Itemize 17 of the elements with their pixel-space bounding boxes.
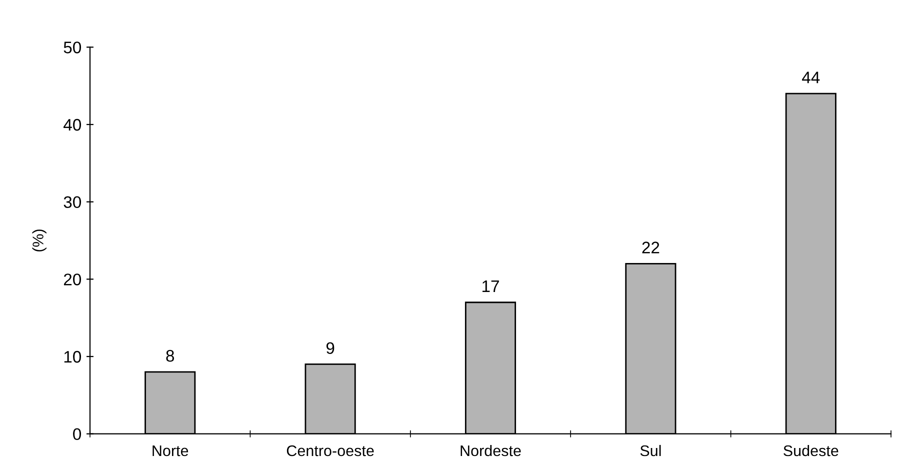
data-label: 17 <box>482 280 499 292</box>
data-label: 22 <box>642 242 660 254</box>
x-tick-label: Sudeste <box>784 444 838 456</box>
x-tick-label: Norte <box>152 446 188 456</box>
y-tick-label: 10 <box>64 350 82 363</box>
data-label: 44 <box>802 72 820 84</box>
y-tick-label: 20 <box>64 274 82 286</box>
x-tick-label: Sul <box>640 444 661 456</box>
y-tick-label: 40 <box>64 118 82 131</box>
y-tick-label: 50 <box>64 42 82 54</box>
x-tick-label: Centro-oeste <box>286 445 374 456</box>
data-label: 8 <box>166 350 174 362</box>
y-tick-label: 0 <box>73 428 82 440</box>
y-tick-label: 30 <box>64 196 82 208</box>
y-axis-title: (%) <box>32 230 46 252</box>
data-label: 9 <box>326 342 334 354</box>
x-tick-label: Nordeste <box>460 444 521 456</box>
